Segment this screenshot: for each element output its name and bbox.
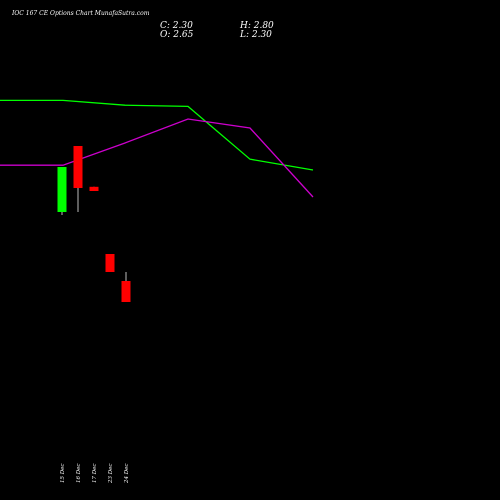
x-axis-ticks: 15 Dec 16 Dec 17 Dec 23 Dec 24 Dec: [60, 464, 130, 485]
candle-body: [121, 281, 131, 302]
close-readout: C: 2.30: [160, 21, 193, 31]
x-tick-label: 17 Dec: [92, 464, 98, 484]
chart-title: IOC 167 CE Options Chart MunafaSutra.com: [11, 10, 150, 17]
candle-body: [89, 186, 99, 191]
x-tick-label: 16 Dec: [76, 464, 82, 484]
candlesticks: [57, 146, 131, 302]
candle-body: [105, 254, 115, 272]
indicator-line-2: [0, 118, 314, 198]
open-readout: O: 2.65: [160, 30, 194, 40]
indicator-line-1: [0, 99, 314, 171]
indicator-lines: [0, 99, 314, 198]
candle-16-dec: [73, 146, 83, 212]
x-tick-label: 23 Dec: [108, 464, 114, 485]
low-readout: L: 2.30: [239, 30, 272, 40]
candle-15-dec: [57, 167, 67, 215]
candle-body: [73, 146, 83, 188]
high-readout: H: 2.80: [239, 21, 274, 31]
x-tick-label: 24 Dec: [124, 464, 130, 485]
candle-24-dec: [121, 272, 131, 302]
x-tick-label: 15 Dec: [60, 464, 66, 484]
candle-17-dec: [89, 186, 99, 191]
candle-23-dec: [105, 254, 115, 272]
candle-body: [57, 167, 67, 212]
